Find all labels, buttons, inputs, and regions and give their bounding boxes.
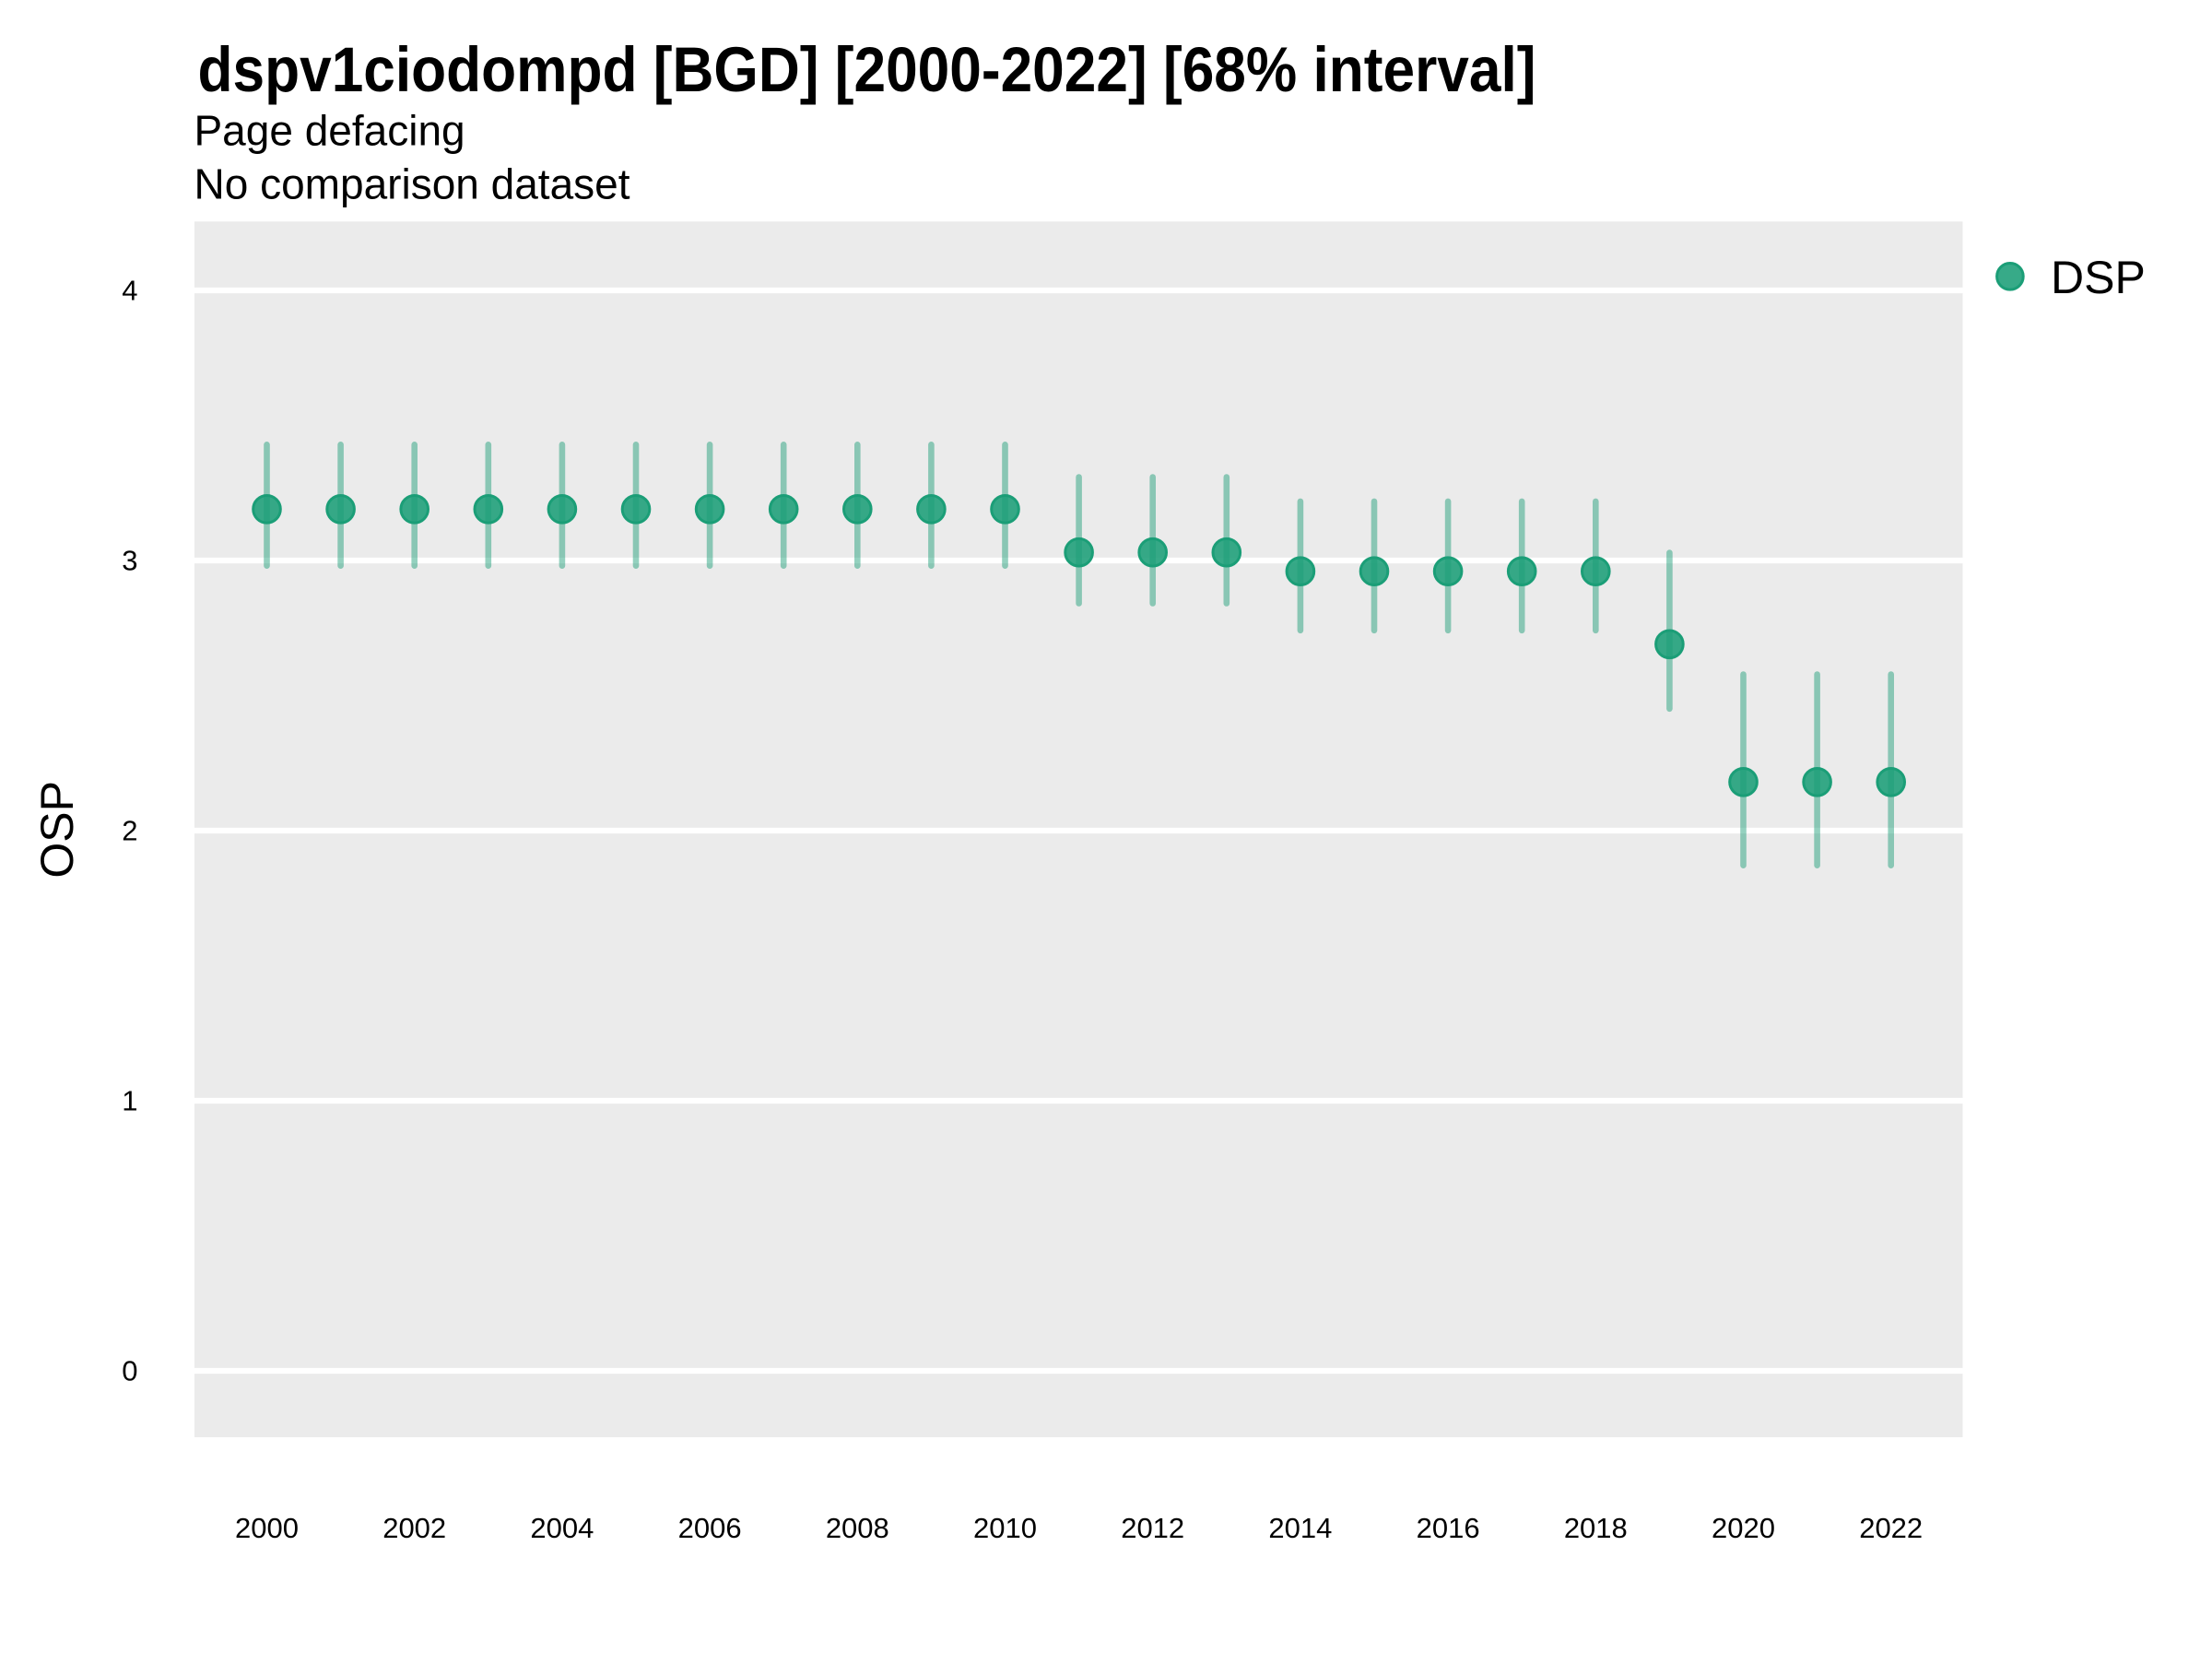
svg-text:2020: 2020 — [1712, 1512, 1775, 1544]
svg-text:2000: 2000 — [235, 1512, 299, 1544]
svg-text:OSP: OSP — [31, 781, 83, 879]
svg-text:No comparison dataset: No comparison dataset — [194, 159, 630, 207]
svg-text:2010: 2010 — [973, 1512, 1037, 1544]
svg-text:1: 1 — [122, 1085, 137, 1117]
svg-text:2008: 2008 — [826, 1512, 889, 1544]
svg-text:2016: 2016 — [1417, 1512, 1480, 1544]
svg-text:DSP: DSP — [2051, 252, 2146, 303]
svg-text:2014: 2014 — [1268, 1512, 1332, 1544]
svg-text:2002: 2002 — [382, 1512, 446, 1544]
svg-text:3: 3 — [122, 545, 137, 577]
svg-text:0: 0 — [122, 1355, 137, 1387]
svg-text:4: 4 — [122, 275, 137, 307]
svg-text:2004: 2004 — [530, 1512, 594, 1544]
svg-text:2012: 2012 — [1121, 1512, 1184, 1544]
svg-text:2022: 2022 — [1859, 1512, 1923, 1544]
svg-text:2018: 2018 — [1564, 1512, 1628, 1544]
svg-text:2006: 2006 — [678, 1512, 742, 1544]
svg-text:2: 2 — [122, 815, 137, 847]
svg-text:dspv1ciodompd [BGD] [2000-2022: dspv1ciodompd [BGD] [2000-2022] [68% int… — [198, 34, 1536, 105]
svg-text:Page defacing: Page defacing — [194, 106, 465, 154]
